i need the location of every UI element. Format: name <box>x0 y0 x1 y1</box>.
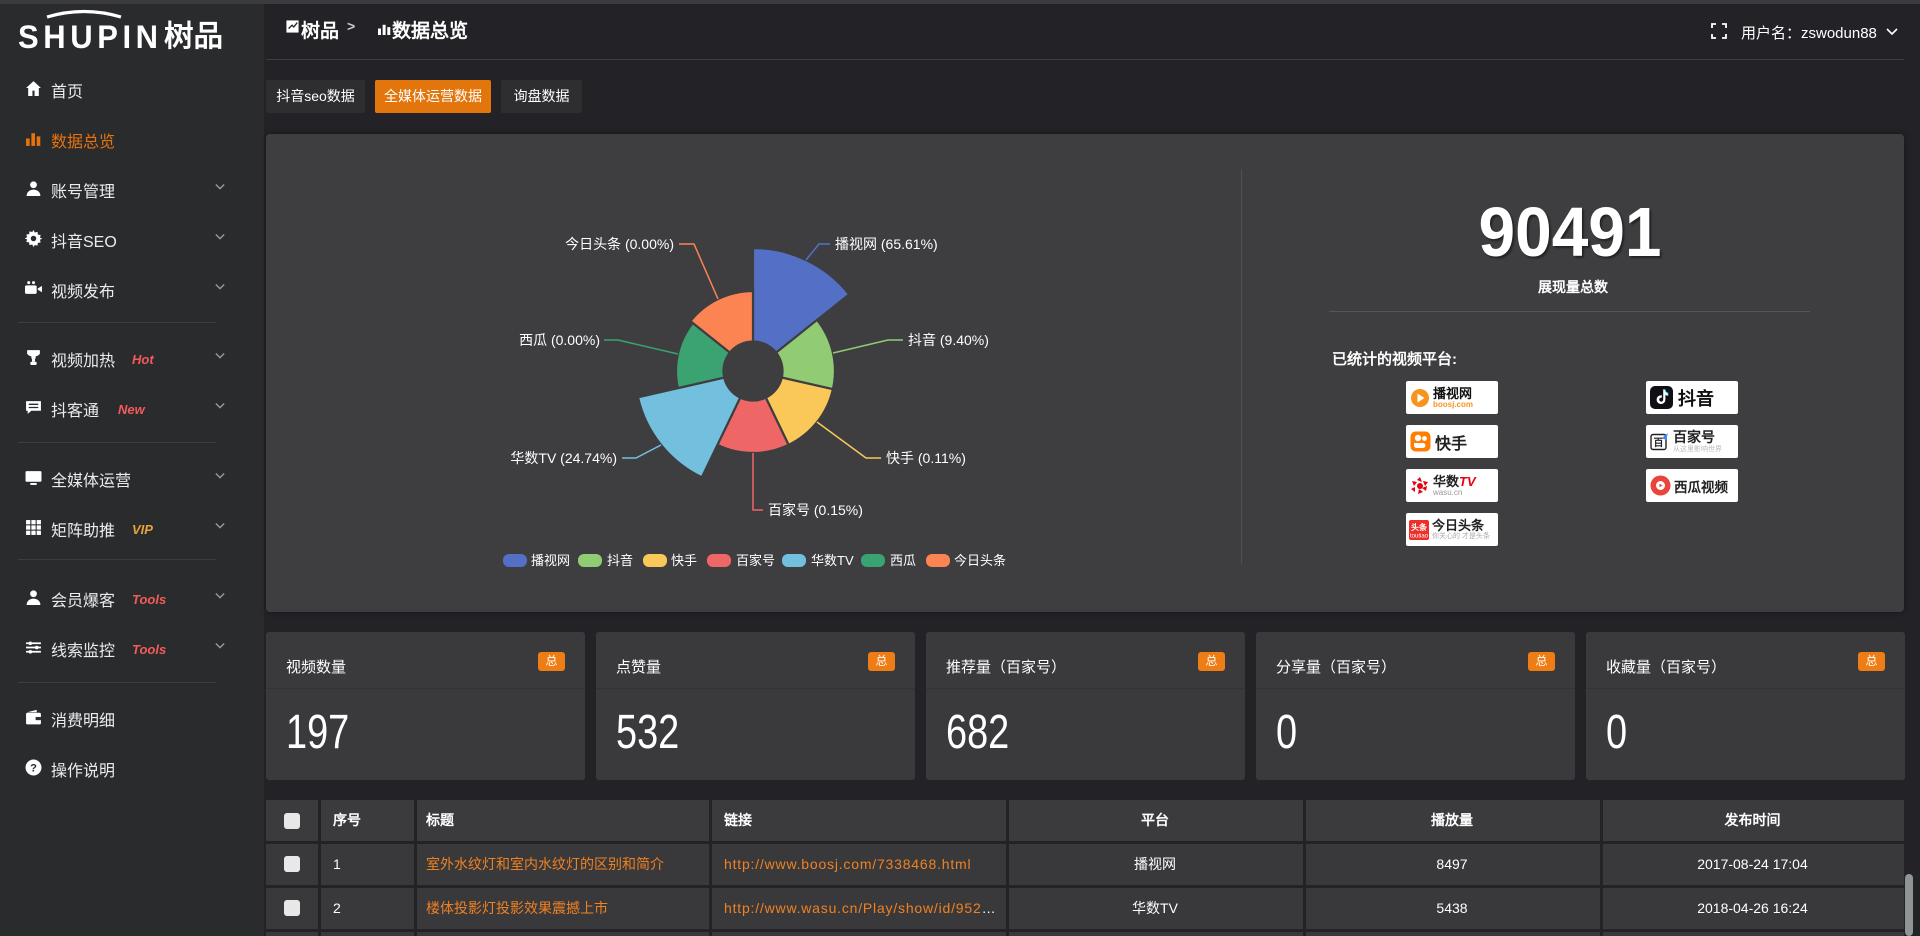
svg-text:华数TV: 华数TV <box>811 553 854 568</box>
svg-text:百家号 (0.15%): 百家号 (0.15%) <box>768 502 863 518</box>
svg-text:树品: 树品 <box>164 20 223 53</box>
svg-text:西瓜 (0.00%): 西瓜 (0.00%) <box>519 332 600 348</box>
svg-text:西瓜: 西瓜 <box>890 553 916 568</box>
svg-text:SHUPIN: SHUPIN <box>18 18 163 55</box>
svg-text:?: ? <box>30 762 37 774</box>
svg-text:抖音: 抖音 <box>607 553 633 568</box>
svg-text:快手 (0.11%): 快手 (0.11%) <box>886 450 966 466</box>
svg-text:今日头条: 今日头条 <box>954 553 1006 568</box>
svg-text:toutiao: toutiao <box>1410 533 1429 539</box>
svg-text:百家号: 百家号 <box>736 553 775 568</box>
svg-text:今日头条 (0.00%): 今日头条 (0.00%) <box>565 236 674 252</box>
svg-text:头条: 头条 <box>1411 522 1428 532</box>
svg-text:百: 百 <box>1654 437 1664 449</box>
svg-text:抖音 (9.40%): 抖音 (9.40%) <box>908 332 989 348</box>
svg-text:快手: 快手 <box>671 553 697 568</box>
svg-text:播视网: 播视网 <box>531 553 570 568</box>
svg-text:播视网 (65.61%): 播视网 (65.61%) <box>835 236 938 252</box>
svg-text:华数TV (24.74%): 华数TV (24.74%) <box>510 450 617 466</box>
